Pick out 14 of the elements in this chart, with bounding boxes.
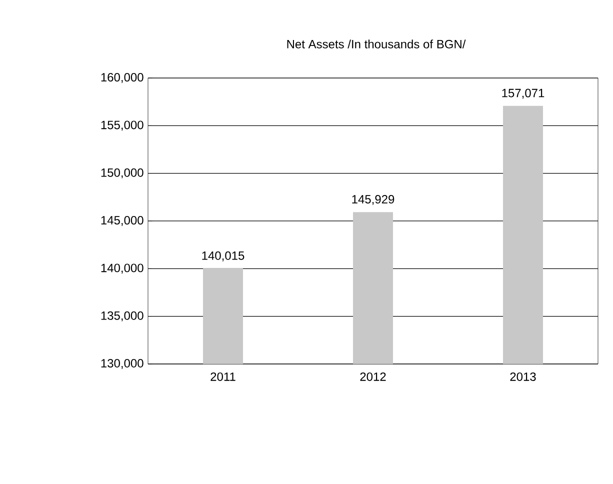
y-tick-label: 155,000 [101,120,144,131]
x-tick-label: 2013 [510,372,536,381]
y-tick-label: 140,000 [101,264,144,274]
chart-title: Net Assets /In thousands of BGN/ [287,40,466,48]
y-tick-label: 130,000 [101,359,144,369]
y-tick-label: 150,000 [101,168,144,178]
y-tick-label: 160,000 [101,73,144,83]
data-label: 157,071 [502,88,544,99]
x-tick-label: 2011 [210,372,236,381]
data-label: 145,929 [352,195,394,205]
y-tick-label: 145,000 [101,216,144,226]
y-tick-label: 135,000 [101,311,144,322]
x-tick-label: 2012 [360,372,386,381]
data-label: 140,015 [202,251,244,262]
